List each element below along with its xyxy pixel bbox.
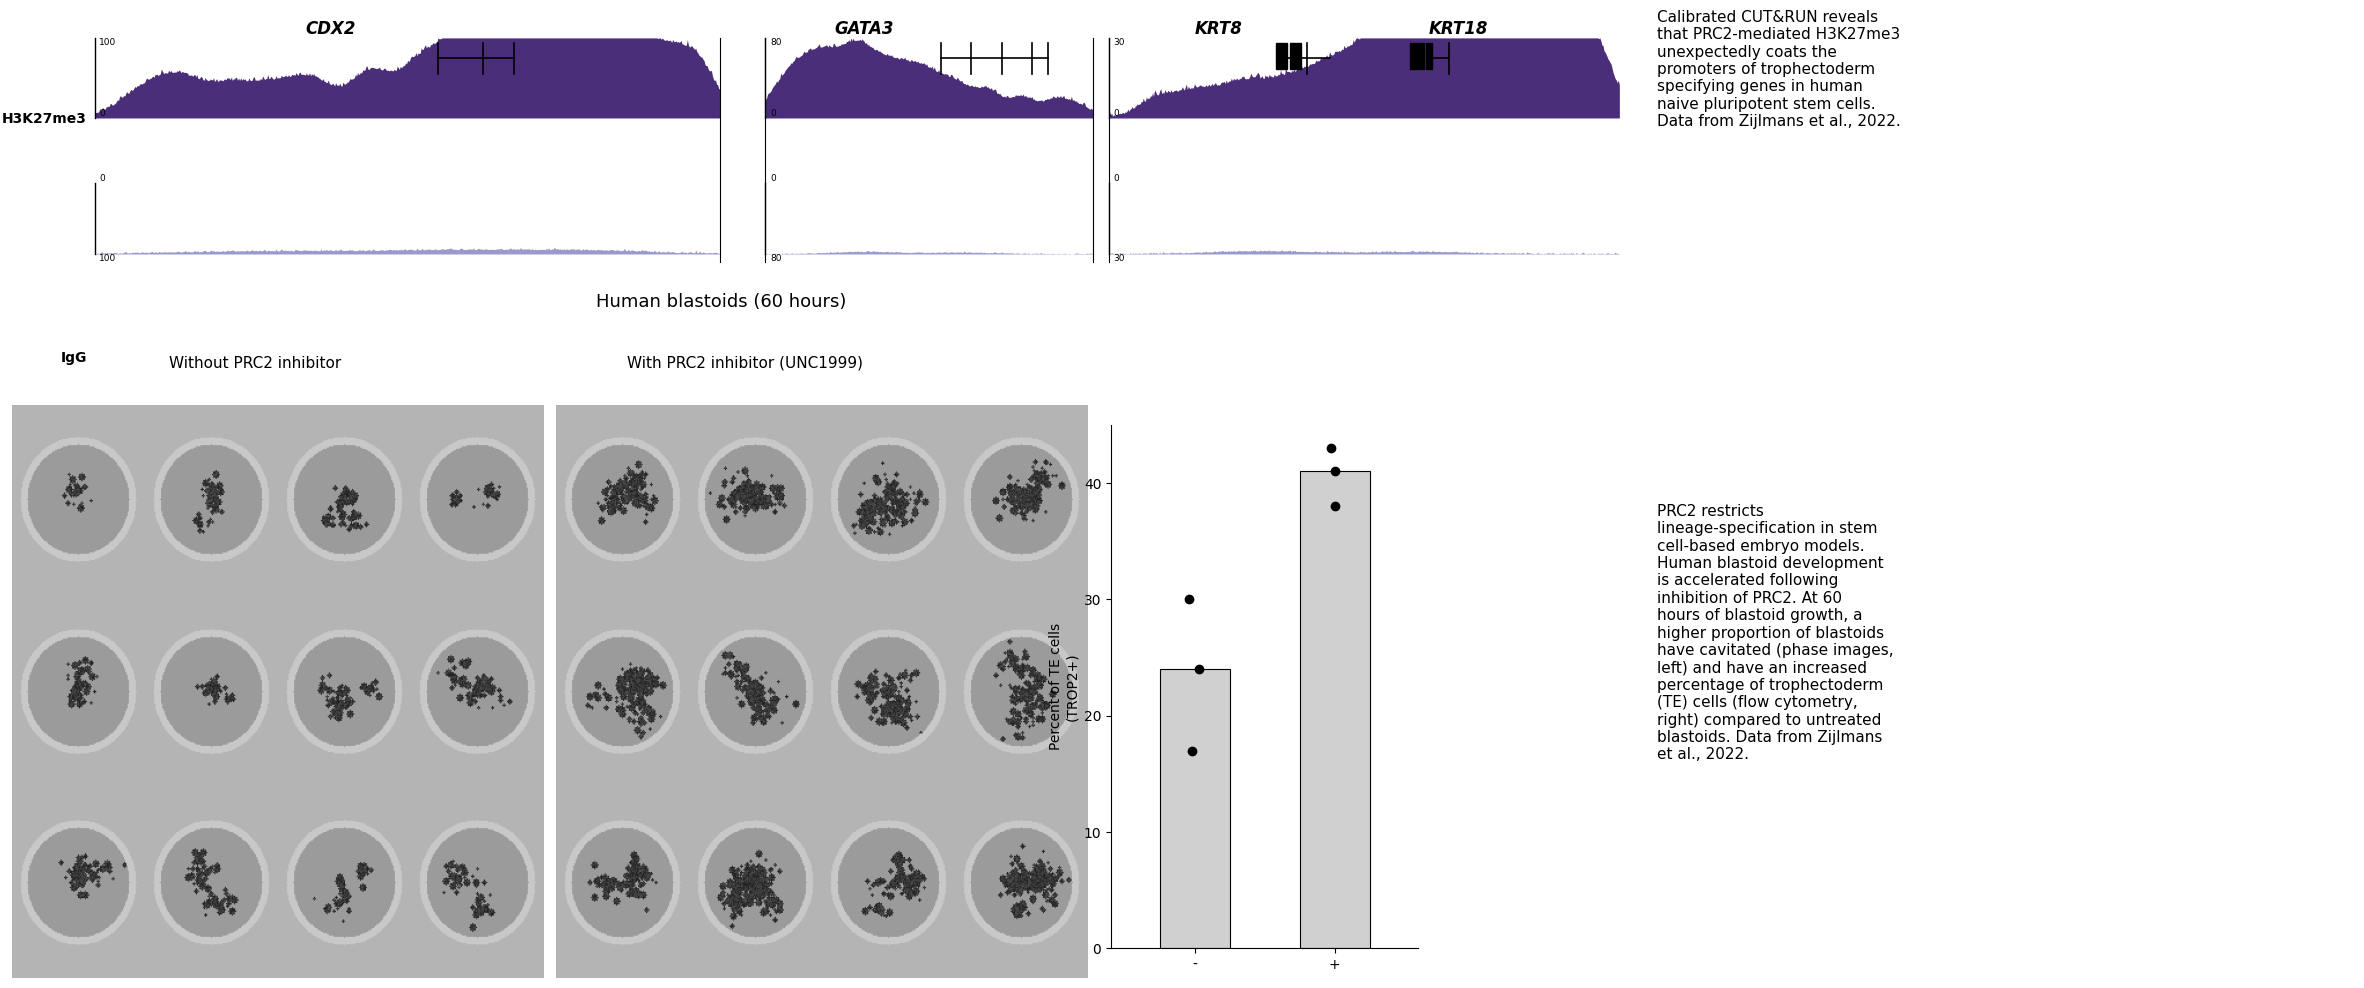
Text: 80: 80 (771, 38, 782, 46)
Bar (1291, 42, 1300, 68)
Text: 100: 100 (99, 254, 116, 263)
Bar (1425, 42, 1433, 68)
Bar (1300, 471, 1369, 948)
Text: 0: 0 (99, 174, 104, 183)
Text: PRC2 restricts
lineage-specification in stem
cell-based embryo models.
Human bla: PRC2 restricts lineage-specification in … (1657, 504, 1894, 763)
Text: Calibrated CUT&RUN reveals
that PRC2-mediated H3K27me3
unexpectedly coats the
pr: Calibrated CUT&RUN reveals that PRC2-med… (1657, 10, 1901, 129)
Bar (1277, 42, 1286, 68)
Text: 80: 80 (771, 254, 782, 263)
Text: H3K27me3: H3K27me3 (2, 112, 87, 125)
Text: 0: 0 (1113, 109, 1118, 118)
Text: GATA3: GATA3 (834, 20, 894, 38)
Text: Human blastoids (60 hours): Human blastoids (60 hours) (596, 293, 846, 311)
Text: With PRC2 inhibitor (UNC1999): With PRC2 inhibitor (UNC1999) (626, 356, 863, 370)
Text: 100: 100 (99, 38, 116, 46)
Text: 0: 0 (771, 174, 775, 183)
Text: 0: 0 (1113, 174, 1118, 183)
Bar (1161, 669, 1229, 948)
Text: Without PRC2 inhibitor: Without PRC2 inhibitor (170, 356, 340, 370)
Text: KRT8: KRT8 (1194, 20, 1241, 38)
Text: CDX2: CDX2 (305, 20, 357, 38)
Text: 0: 0 (771, 109, 775, 118)
Text: 0: 0 (99, 109, 104, 118)
Y-axis label: Percent of TE cells
(TROP2+): Percent of TE cells (TROP2+) (1050, 623, 1080, 750)
Bar (1418, 42, 1423, 68)
Text: KRT18: KRT18 (1428, 20, 1489, 38)
Text: IgG: IgG (61, 351, 87, 365)
Text: 30: 30 (1113, 38, 1125, 46)
Bar (1411, 42, 1416, 68)
Text: 30: 30 (1113, 254, 1125, 263)
